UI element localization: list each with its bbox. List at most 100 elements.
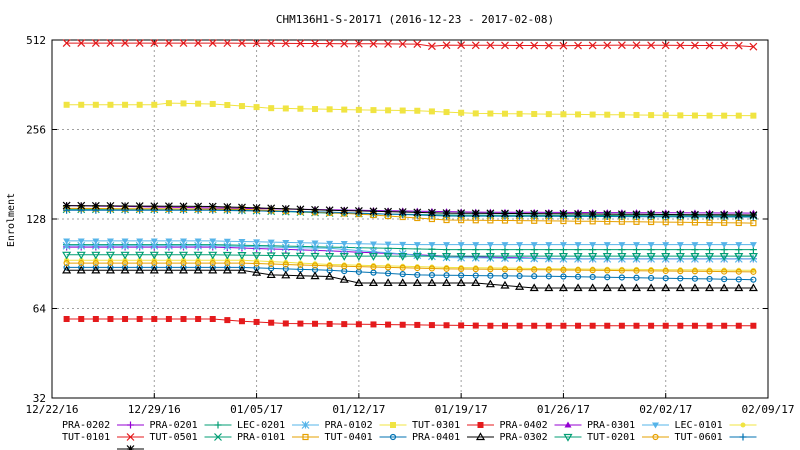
x-tick-label: 01/05/17 [230,403,283,416]
data-point-marker [749,42,758,51]
data-point-marker [705,253,715,261]
data-point-marker [368,253,379,261]
data-point-marker [384,40,393,48]
data-point-marker [369,241,377,248]
data-point-marker [677,275,684,282]
data-point-marker [399,241,407,248]
data-point-marker [501,272,509,279]
data-point-marker [150,202,159,211]
data-point-marker [126,445,135,450]
data-point-marker [339,274,349,283]
data-point-marker [151,259,158,267]
data-point-marker [574,209,582,218]
data-point-marker [530,242,538,249]
data-point-marker [604,267,611,274]
data-point-marker [735,112,742,119]
data-point-marker [501,110,508,117]
data-point-marker [312,320,319,327]
series-pra-0102 [63,100,757,119]
data-point-marker [106,201,115,210]
data-point-marker [531,273,538,280]
data-point-marker [195,259,202,267]
data-point-marker [516,266,523,273]
data-point-marker [354,253,364,261]
data-point-marker [340,39,349,48]
data-point-marker [91,265,101,274]
data-point-marker [92,101,99,108]
data-point-marker [105,265,115,274]
data-point-marker [428,108,435,115]
data-point-marker [208,202,217,211]
data-point-marker [384,207,393,216]
data-point-marker [457,41,466,50]
data-point-marker [485,279,495,288]
data-point-marker [750,322,757,329]
series-lec-0201 [62,241,758,263]
data-point-marker [560,322,567,329]
legend-entry: PRA-0402 [500,420,582,431]
data-point-marker [355,106,362,113]
y-axis-label: Enrolment [6,193,17,247]
data-point-marker [691,242,699,249]
data-point-marker [282,261,289,268]
data-point-marker [63,259,70,267]
data-point-marker [369,207,378,216]
data-point-marker [501,209,509,218]
data-point-marker [603,41,612,50]
data-point-marker [414,265,421,272]
data-point-marker [121,241,129,250]
data-point-marker [617,41,626,50]
data-point-marker [149,265,159,274]
data-point-marker [676,242,684,249]
data-point-marker [369,39,378,48]
data-point-marker [281,270,291,279]
data-point-marker [179,39,188,47]
data-point-marker [706,242,714,249]
data-point-marker [648,274,655,282]
data-point-marker [385,321,392,328]
data-point-marker [604,322,611,329]
data-point-marker [515,209,524,218]
data-point-marker [501,322,508,329]
data-point-marker [253,260,260,267]
data-point-marker [603,242,611,249]
data-point-marker [661,283,671,292]
data-point-marker [208,39,217,47]
data-point-marker [690,283,700,292]
data-point-marker [458,322,465,329]
data-point-marker [209,259,216,267]
data-point-marker [77,201,86,210]
data-point-marker [516,110,523,117]
data-point-marker [544,253,554,261]
data-point-marker [412,253,422,261]
data-point-marker [589,267,596,274]
data-point-marker [92,259,99,267]
data-point-marker [589,273,596,281]
data-point-marker [178,265,189,274]
data-point-marker [618,267,625,274]
data-point-marker [633,267,640,274]
y-tick-label: 512 [26,34,46,47]
gridlines [52,40,768,398]
x-tick-label: 01/26/17 [537,403,590,416]
data-point-marker [721,322,728,329]
series-pra-0302 [62,251,758,261]
legend-label: TUT-0501 [150,432,198,443]
data-point-marker [443,322,450,329]
series-tut-0301 [63,316,757,329]
x-tick-label: 02/02/17 [639,403,692,416]
data-point-marker [414,271,421,279]
data-point-marker [677,112,684,119]
data-point-marker [603,210,612,219]
data-point-marker [340,245,349,254]
data-point-marker [531,322,538,329]
data-point-marker [705,210,714,219]
data-point-marker [296,205,305,214]
data-point-marker [164,39,173,47]
data-point-marker [296,39,305,48]
data-point-marker [369,247,378,256]
legend-label: PRA-0202 [62,420,110,431]
data-point-marker [633,274,640,281]
series-line [66,42,754,48]
